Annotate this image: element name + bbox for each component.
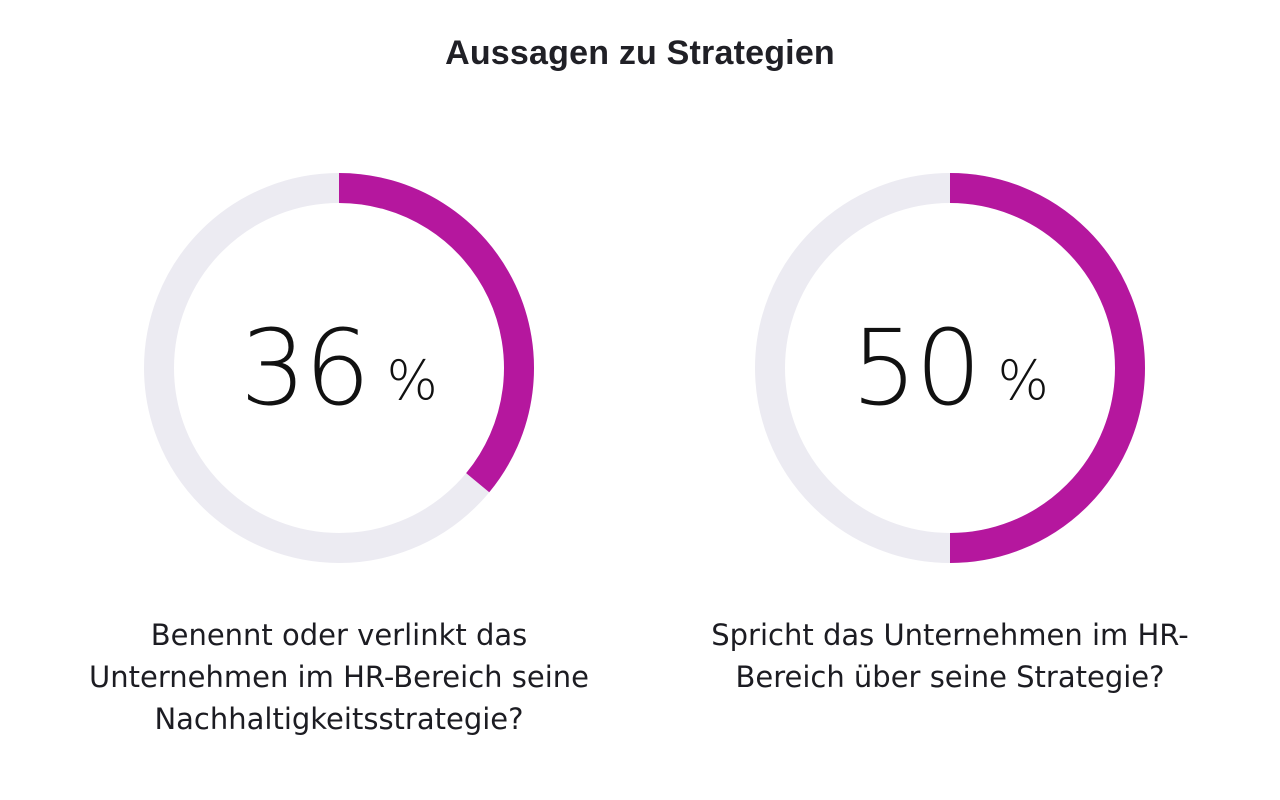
donut-value-number-right: 50 [851, 307, 981, 429]
donut-value-unit-right: % [997, 349, 1049, 412]
donut-card-right: 50 % Spricht das Unternehmen im HR-Berei… [686, 168, 1206, 768]
donut-value-unit-left: % [386, 349, 438, 412]
donut-arc-right [949, 173, 1145, 563]
donut-label-left: Benennt oder verlinkt das Unternehmen im… [89, 618, 589, 736]
donut-label-right: Spricht das Unternehmen im HR-Bereich üb… [711, 618, 1189, 694]
chart-title: Aussagen zu Strategien [445, 34, 835, 72]
donut-chart-right [755, 173, 1145, 563]
donut-value-right: 50 % [750, 168, 1150, 568]
donut-value-left: 36 % [139, 168, 539, 568]
donut-arc-left [338, 173, 534, 493]
donut-value-number-left: 36 [240, 307, 370, 429]
donut-card-left: 36 % Benennt oder verlinkt das Unternehm… [75, 168, 595, 768]
donut-chart-left [144, 173, 534, 563]
